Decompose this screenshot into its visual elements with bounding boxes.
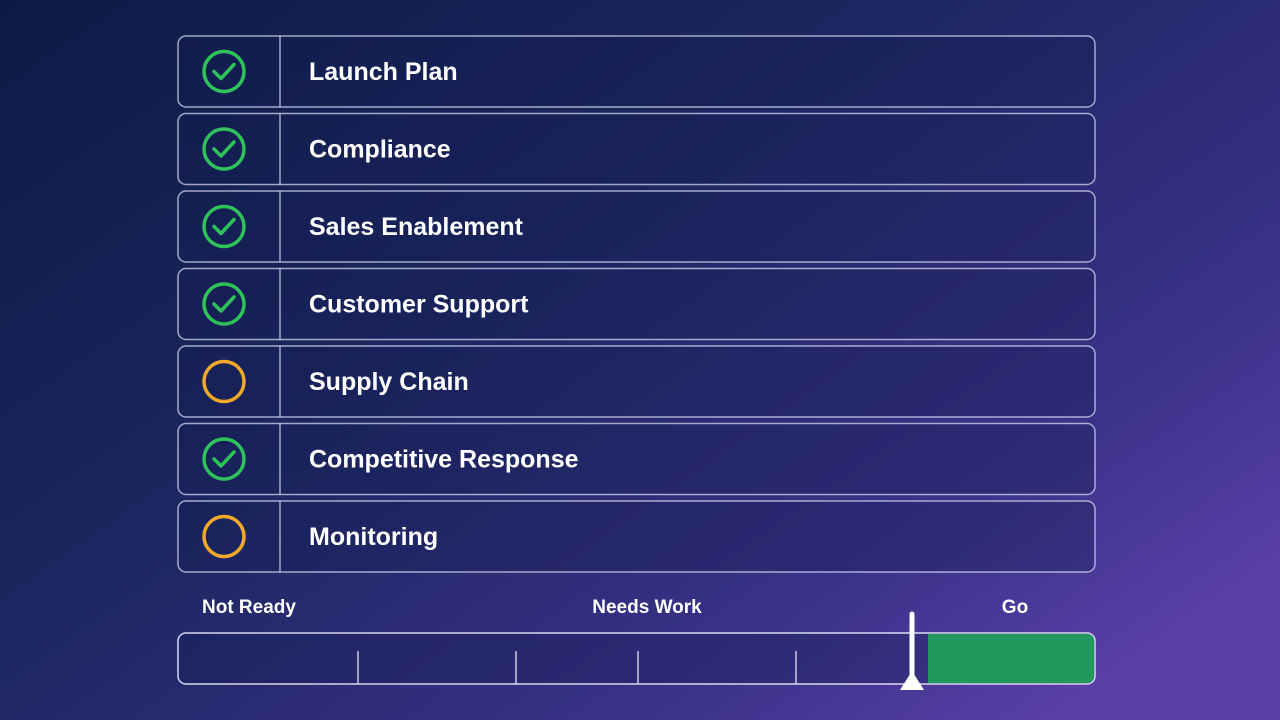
gauge-go-zone (928, 634, 1094, 683)
item-label: Competitive Response (309, 446, 579, 474)
check-icon (202, 49, 246, 94)
gauge (177, 611, 1096, 690)
check-mark (212, 140, 236, 158)
gauge-marker-pointer (900, 671, 924, 690)
check-icon (202, 127, 246, 171)
checklist-row: Monitoring (177, 500, 1096, 573)
check-icon (202, 437, 246, 481)
gauge-label: Go (1002, 597, 1028, 618)
check-mark (212, 450, 236, 468)
row-box (177, 422, 1096, 496)
item-label: Supply Chain (309, 368, 469, 396)
row-box (177, 500, 1096, 573)
pending-icon (202, 514, 246, 559)
gauge-label: Not Ready (202, 597, 296, 618)
check-mark (212, 62, 236, 81)
row-box (177, 345, 1096, 418)
row-box (177, 190, 1096, 263)
checklist-row: Sales Enablement (177, 190, 1096, 263)
checklist-row: Supply Chain (177, 345, 1096, 418)
gauge-label: Needs Work (592, 597, 702, 618)
check-mark (212, 217, 236, 236)
item-label: Customer Support (309, 291, 529, 319)
row-box (177, 267, 1096, 341)
check-icon (202, 204, 246, 249)
checklist-row: Launch Plan (177, 35, 1096, 108)
gauge-track (177, 632, 1096, 685)
item-label: Compliance (309, 136, 451, 164)
checklist: Launch Plan Compliance Sales Enablement Cus… (177, 35, 1096, 573)
check-icon (202, 282, 246, 326)
checklist-row: Customer Support (177, 267, 1096, 341)
row-box (177, 112, 1096, 186)
checklist-row: Competitive Response (177, 422, 1096, 496)
item-label: Sales Enablement (309, 213, 524, 241)
pending-icon (202, 359, 246, 404)
check-mark (212, 295, 236, 313)
item-label: Monitoring (309, 523, 438, 551)
checklist-row: Compliance (177, 112, 1096, 186)
row-box (177, 35, 1096, 108)
item-label: Launch Plan (309, 58, 458, 86)
